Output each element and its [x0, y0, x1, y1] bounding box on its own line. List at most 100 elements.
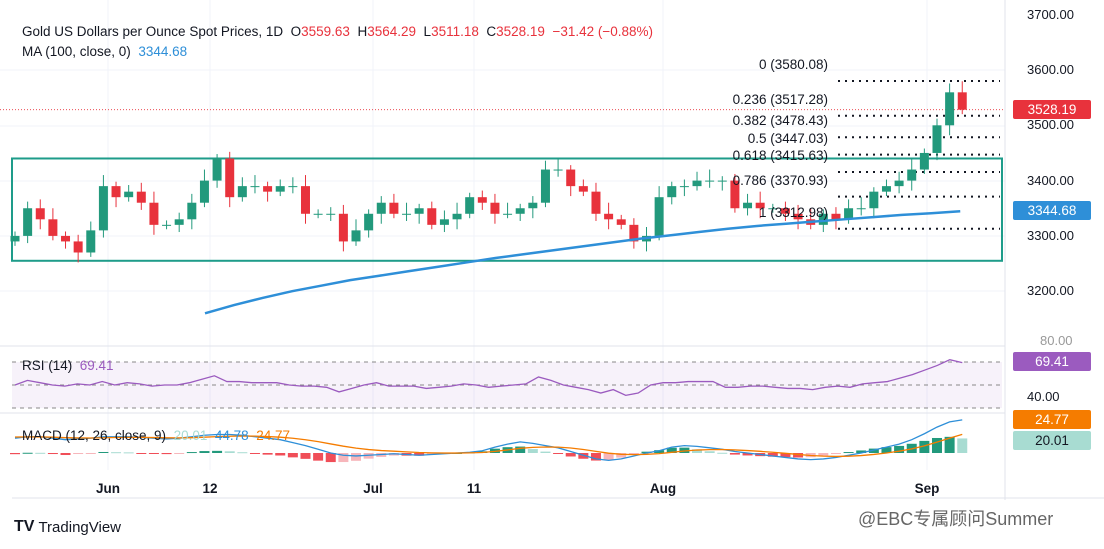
price-axis-label: 3700.00 — [1027, 6, 1074, 22]
candle-up — [439, 219, 449, 225]
candle-up — [515, 208, 525, 214]
candle-up — [717, 180, 727, 182]
macd-histogram-bar — [881, 447, 892, 453]
price-axis-label: 3200.00 — [1027, 283, 1074, 299]
high-label: H — [357, 24, 368, 39]
macd-histogram-bar — [186, 452, 197, 454]
change-value: −31.42 (−0.88%) — [552, 24, 654, 39]
tradingview-logo[interactable]: TV TradingView — [14, 518, 121, 536]
macd-signal-value: 24.77 — [256, 428, 290, 443]
rsi-tag: 69.41 — [1013, 352, 1091, 371]
candle-up — [856, 208, 866, 210]
fib-level-label: 0.5 (3447.03) — [747, 130, 828, 146]
candle-up — [692, 180, 702, 187]
macd-histogram-bar — [515, 446, 526, 453]
macd-histogram-bar — [426, 453, 437, 455]
macd-histogram-bar — [111, 452, 122, 454]
candle-down — [61, 235, 71, 242]
price-axis-label: 3400.00 — [1027, 172, 1074, 188]
low-label: L — [423, 24, 432, 39]
macd-histogram-bar — [527, 449, 538, 453]
macd-histogram-bar — [957, 438, 968, 453]
candle-up — [376, 202, 386, 214]
macd-histogram-bar — [287, 453, 298, 458]
candle-down — [780, 208, 790, 214]
ma-label: MA (100, close, 0) — [22, 44, 131, 59]
macd-histogram-bar — [704, 451, 715, 453]
candle-down — [793, 213, 803, 220]
rsi-legend[interactable]: RSI (14) 69.41 — [22, 358, 114, 373]
high-value: 3564.29 — [367, 24, 417, 39]
last-price-tag: 3528.19 — [1013, 100, 1091, 119]
macd-line-value: 44.78 — [214, 428, 249, 443]
x-label-11: 11 — [466, 481, 482, 496]
range-rectangle — [11, 157, 1003, 262]
macd-histogram-bar — [148, 453, 159, 454]
candle-down — [111, 186, 121, 198]
fib-level-label: 0.382 (3478.43) — [732, 113, 828, 129]
x-label-sep: Sep — [914, 481, 940, 496]
ma-price-tag: 3344.68 — [1013, 201, 1091, 220]
candle-up — [237, 186, 247, 198]
candle-down — [300, 186, 310, 214]
tv-logo-text: TradingView — [38, 518, 121, 536]
macd-histogram-bar — [249, 453, 260, 454]
candle-down — [566, 169, 576, 187]
price-axis-label: 3500.00 — [1027, 117, 1074, 133]
candle-up — [288, 186, 298, 188]
macd-histogram-bar — [729, 453, 740, 455]
candle-up — [364, 213, 374, 231]
macd-histogram-bar — [628, 453, 639, 455]
candle-up — [844, 208, 854, 220]
candle-up — [187, 202, 197, 220]
macd-histogram-bar — [73, 453, 84, 455]
candle-up — [465, 197, 475, 214]
macd-signal-line — [14, 433, 963, 458]
candle-down — [629, 224, 639, 242]
symbol-legend: Gold US Dollars per Ounce Spot Prices, 1… — [22, 24, 653, 39]
candle-up — [553, 169, 563, 171]
macd-hist-value: 20.01 — [173, 428, 208, 443]
macd-histogram-bar — [780, 453, 791, 458]
ma-legend[interactable]: MA (100, close, 0) 3344.68 — [22, 44, 187, 59]
macd-legend[interactable]: MACD (12, 26, close, 9) 20.01 44.78 24.7… — [22, 428, 290, 443]
macd-histogram-bar — [717, 452, 728, 454]
macd-histogram-bar — [616, 453, 627, 458]
candle-down — [225, 158, 235, 198]
macd-signal-tag: 24.77 — [1013, 410, 1091, 429]
macd-histogram-bar — [830, 453, 841, 455]
candle-down — [338, 213, 348, 242]
candle-down — [591, 191, 601, 214]
candle-up — [503, 213, 513, 215]
candle-up — [881, 186, 891, 192]
symbol-title: Gold US Dollars per Ounce Spot Prices, 1… — [22, 24, 284, 39]
candle-up — [667, 186, 677, 198]
fib-level-label: 1 (3312.98) — [758, 204, 828, 220]
candle-down — [831, 213, 841, 220]
candle-down — [604, 213, 614, 220]
x-label-jul: Jul — [363, 481, 383, 496]
rsi-axis-80: 80.00 — [1040, 333, 1073, 348]
price-axis-label: 3300.00 — [1027, 227, 1074, 243]
candle-up — [869, 191, 879, 209]
candle-up — [818, 213, 828, 225]
candle-up — [907, 169, 917, 181]
fib-level-label: 0.236 (3517.28) — [732, 91, 828, 107]
watermark: @EBC专属顾问Summer — [858, 509, 1054, 529]
candle-up — [654, 197, 664, 236]
x-label-aug: Aug — [649, 481, 677, 496]
macd-histogram-bar — [856, 450, 867, 453]
candle-up — [124, 191, 134, 198]
tv-logo-icon: TV — [14, 518, 35, 535]
candle-up — [86, 230, 96, 253]
candle-down — [136, 191, 146, 203]
candle-up — [313, 213, 323, 215]
macd-histogram-bar — [414, 453, 425, 456]
candle-down — [48, 219, 58, 236]
candle-up — [402, 213, 412, 215]
close-value: 3528.19 — [496, 24, 545, 39]
candle-up — [945, 92, 955, 126]
candle-up — [351, 230, 361, 242]
